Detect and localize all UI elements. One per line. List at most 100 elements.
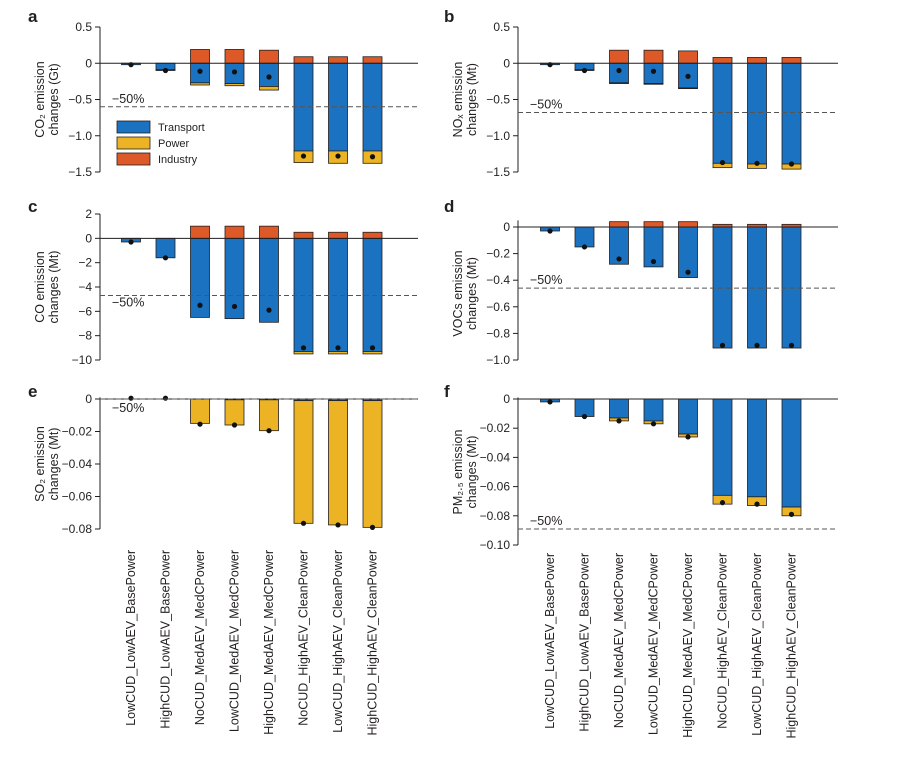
y-axis-label: CO emission [33,251,47,323]
panel-b: b NOₓ emission changes (Mt) 0.5 0 −0.5 −1.0 −1.… [444,7,838,179]
category-label: NoCUD_HighAEV_CleanPower [297,550,311,726]
net-change-dot-5 [719,159,726,166]
category-label: HighCUD_MedAEV_MedCPower [262,550,276,735]
bar-industry-3 [643,221,664,228]
legend-swatch-industry [116,152,151,166]
bar-transport-4 [678,398,698,435]
y-tick-label: −0.06 [480,480,511,494]
net-change-dot-3 [650,68,657,74]
y-axis-label: changes (Mt) [465,257,479,330]
y-tick-label: −0.5 [68,93,92,107]
bar-power-3 [224,399,245,426]
bar-industry-4 [259,49,279,64]
net-change-dot-3 [650,258,657,265]
y-axis-label: changes (Mt) [47,251,61,324]
net-change-dot-2 [616,67,622,74]
y-tick-label: −0.06 [62,490,93,504]
net-change-dot-1 [581,413,588,420]
net-change-dot-1 [581,67,588,74]
net-change-dot-1 [162,67,169,74]
y-tick-label: −0.04 [480,450,511,464]
legend: Transport Power Industry [116,120,205,166]
net-change-dot-6 [754,342,760,348]
bar-power-4 [259,86,279,91]
category-label: LowCUD_HighAEV_CleanPower [750,553,764,736]
y-axis-label: changes (Mt) [47,428,61,501]
legend-label-power: Power [158,138,190,150]
net-change-dot-2 [197,68,203,74]
y-axis-label: PM₂.₅ emission [451,429,465,514]
category-label: NoCUD_MedAEV_MedCPower [193,550,207,725]
y-tick-label: 0 [503,392,510,406]
y-axis-label: changes (Mt) [465,63,479,136]
y-tick-label: −1.5 [68,165,92,179]
bar-transport-5 [712,62,733,164]
y-tick-label: −0.6 [486,300,510,314]
bar-transport-1 [574,398,595,417]
category-labels-left: LowCUD_LowAEV_BasePower HighCUD_LowAEV_Ba… [124,550,380,736]
y-tick-label: −2 [78,256,92,270]
legend-label-industry: Industry [158,154,198,166]
y-tick-label: 2 [85,207,92,221]
reference-label: −50% [112,92,144,106]
bar-transport-7 [362,237,383,352]
category-label: LowCUD_MedAEV_MedCPower [647,553,661,735]
category-label: HighCUD_MedAEV_MedCPower [681,553,695,738]
bar-industry-3 [643,49,664,64]
panel-e: e SO₂ emission changes (Mt) 0 −0.02 −0.04 −0.0… [28,382,418,536]
bar-power-6 [328,400,348,526]
y-tick-label: −0.8 [486,326,510,340]
category-label: LowCUD_MedAEV_MedCPower [228,550,242,732]
bar-industry-7 [362,56,383,64]
net-change-dot-0 [547,228,553,234]
y-tick-label: −0.10 [480,538,511,552]
bar-transport-5 [712,226,733,349]
y-tick-label: 0 [85,231,92,245]
legend-swatch-transport [116,120,151,134]
panel-letter: d [444,197,454,216]
net-change-dot-0 [128,395,134,401]
net-change-dot-5 [300,520,307,526]
bar-transport-2 [609,398,629,419]
y-tick-label: −8 [78,329,92,343]
category-labels-right: LowCUD_LowAEV_BasePower HighCUD_LowAEV_Ba… [543,553,799,739]
y-tick-label: −0.08 [480,509,511,523]
bar-industry-3 [224,225,245,239]
y-tick-label: −0.02 [62,425,93,439]
bar-industry-4 [678,221,698,228]
bar-transport-5 [293,237,314,352]
category-label: LowCUD_HighAEV_CleanPower [331,550,345,733]
bar-power-2 [190,82,210,86]
bar-power-3 [643,83,664,85]
net-change-dot-4 [685,434,691,440]
net-change-dot-2 [197,302,203,308]
y-tick-label: −1.0 [68,129,92,143]
y-tick-label: −1.0 [486,129,510,143]
panel-f: f PM₂.₅ emission changes (Mt) 0 −0.02 −0.04 −0… [444,382,838,552]
bar-power-2 [190,398,210,424]
bar-transport-1 [155,237,176,259]
y-tick-label: 0.5 [75,20,92,34]
net-change-dot-4 [266,307,272,313]
y-tick-label: 0 [85,392,92,406]
legend-swatch-power [116,136,151,150]
bar-industry-4 [259,225,279,239]
bar-power-6 [328,351,348,355]
bar-transport-6 [747,226,767,349]
panel-letter: c [28,197,37,216]
net-change-dot-7 [788,511,795,517]
net-change-dot-7 [788,161,795,167]
reference-label: −50% [112,296,144,310]
y-tick-label: 0.5 [493,20,510,34]
reference-label: −50% [112,401,144,415]
y-axis-label: NOₓ emission [451,62,465,138]
y-tick-label: −4 [78,280,92,294]
net-change-dot-4 [266,428,272,434]
y-tick-label: −0.2 [486,247,510,261]
y-axis-label: VOCs emission [451,250,465,336]
panel-a: a CO₂ emission changes (Gt) 0.5 0 −0.5 −1.0 −1.… [28,7,418,179]
category-label: HighCUD_LowAEV_BasePower [159,550,173,729]
y-axis-label: changes (Gt) [47,63,61,135]
net-change-dot-3 [231,422,238,428]
